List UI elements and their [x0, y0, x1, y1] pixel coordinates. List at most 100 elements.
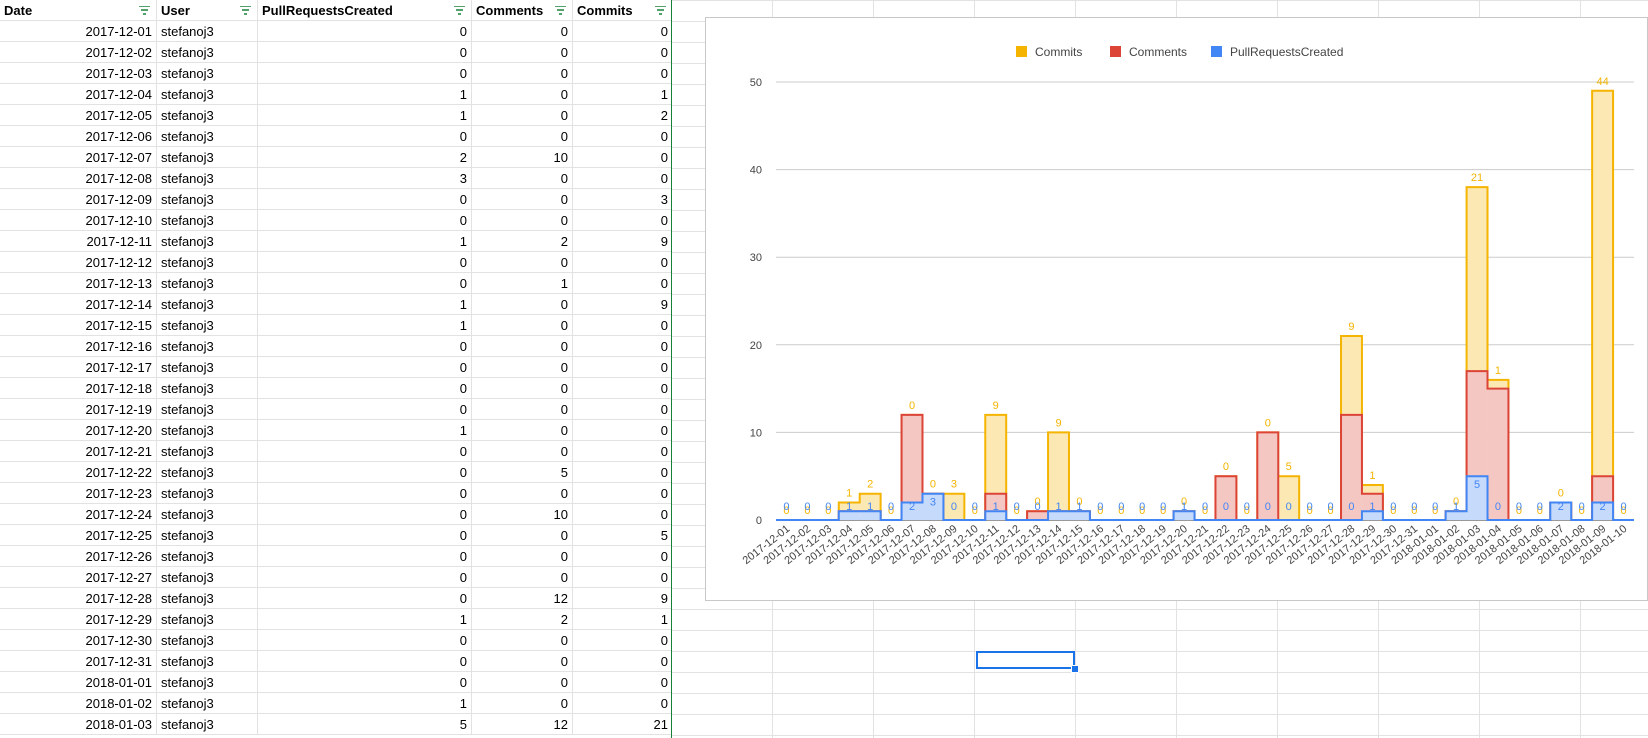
- cell-commits[interactable]: 0: [573, 315, 672, 336]
- cell-commits[interactable]: 0: [573, 210, 672, 231]
- cell-date[interactable]: 2017-12-11: [0, 231, 157, 252]
- cell-user[interactable]: stefanoj3: [157, 609, 258, 630]
- cell-user[interactable]: stefanoj3: [157, 210, 258, 231]
- cell-date[interactable]: 2017-12-01: [0, 21, 157, 42]
- cell-commits[interactable]: 0: [573, 42, 672, 63]
- cell-comments[interactable]: 0: [472, 483, 573, 504]
- cell-pull-requests[interactable]: 0: [258, 462, 472, 483]
- cell-pull-requests[interactable]: 3: [258, 168, 472, 189]
- cell-date[interactable]: 2017-12-03: [0, 63, 157, 84]
- cell-comments[interactable]: 0: [472, 546, 573, 567]
- cell-pull-requests[interactable]: 1: [258, 420, 472, 441]
- cell-comments[interactable]: 0: [472, 252, 573, 273]
- cell-user[interactable]: stefanoj3: [157, 294, 258, 315]
- cell-user[interactable]: stefanoj3: [157, 588, 258, 609]
- cell-pull-requests[interactable]: 1: [258, 693, 472, 714]
- cell-comments[interactable]: 0: [472, 357, 573, 378]
- cell-date[interactable]: 2017-12-13: [0, 273, 157, 294]
- cell-user[interactable]: stefanoj3: [157, 168, 258, 189]
- cell-pull-requests[interactable]: 5: [258, 714, 472, 735]
- cell-date[interactable]: 2017-12-31: [0, 651, 157, 672]
- cell-comments[interactable]: 0: [472, 105, 573, 126]
- cell-commits[interactable]: 9: [573, 588, 672, 609]
- column-header-date[interactable]: Date: [0, 0, 157, 21]
- cell-comments[interactable]: 0: [472, 525, 573, 546]
- cell-comments[interactable]: 0: [472, 210, 573, 231]
- cell-comments[interactable]: 0: [472, 630, 573, 651]
- cell-user[interactable]: stefanoj3: [157, 231, 258, 252]
- cell-commits[interactable]: 5: [573, 525, 672, 546]
- cell-date[interactable]: 2017-12-18: [0, 378, 157, 399]
- cell-pull-requests[interactable]: 0: [258, 42, 472, 63]
- cell-commits[interactable]: 9: [573, 231, 672, 252]
- cell-pull-requests[interactable]: 0: [258, 336, 472, 357]
- cell-date[interactable]: 2017-12-30: [0, 630, 157, 651]
- cell-date[interactable]: 2017-12-05: [0, 105, 157, 126]
- cell-user[interactable]: stefanoj3: [157, 21, 258, 42]
- cell-user[interactable]: stefanoj3: [157, 546, 258, 567]
- cell-pull-requests[interactable]: 0: [258, 483, 472, 504]
- cell-commits[interactable]: 0: [573, 462, 672, 483]
- cell-date[interactable]: 2017-12-21: [0, 441, 157, 462]
- cell-date[interactable]: 2017-12-04: [0, 84, 157, 105]
- cell-user[interactable]: stefanoj3: [157, 693, 258, 714]
- column-header-commits[interactable]: Commits: [573, 0, 672, 21]
- cell-date[interactable]: 2017-12-24: [0, 504, 157, 525]
- cell-date[interactable]: 2017-12-20: [0, 420, 157, 441]
- cell-pull-requests[interactable]: 0: [258, 378, 472, 399]
- cell-comments[interactable]: 2: [472, 231, 573, 252]
- cell-user[interactable]: stefanoj3: [157, 84, 258, 105]
- cell-user[interactable]: stefanoj3: [157, 252, 258, 273]
- cell-comments[interactable]: 10: [472, 504, 573, 525]
- cell-pull-requests[interactable]: 0: [258, 441, 472, 462]
- cell-comments[interactable]: 0: [472, 42, 573, 63]
- cell-pull-requests[interactable]: 0: [258, 672, 472, 693]
- cell-pull-requests[interactable]: 0: [258, 357, 472, 378]
- cell-comments[interactable]: 0: [472, 441, 573, 462]
- cell-pull-requests[interactable]: 0: [258, 588, 472, 609]
- cell-date[interactable]: 2017-12-22: [0, 462, 157, 483]
- cell-comments[interactable]: 0: [472, 84, 573, 105]
- cell-commits[interactable]: 0: [573, 672, 672, 693]
- cell-date[interactable]: 2017-12-09: [0, 189, 157, 210]
- cell-comments[interactable]: 12: [472, 588, 573, 609]
- cell-date[interactable]: 2017-12-12: [0, 252, 157, 273]
- cell-user[interactable]: stefanoj3: [157, 126, 258, 147]
- filter-icon[interactable]: [555, 6, 566, 15]
- cell-commits[interactable]: 0: [573, 483, 672, 504]
- selected-cell[interactable]: [976, 651, 1075, 669]
- filter-icon[interactable]: [139, 6, 150, 15]
- cell-user[interactable]: stefanoj3: [157, 63, 258, 84]
- cell-date[interactable]: 2017-12-08: [0, 168, 157, 189]
- column-header-user[interactable]: User: [157, 0, 258, 21]
- cell-user[interactable]: stefanoj3: [157, 504, 258, 525]
- cell-date[interactable]: 2017-12-26: [0, 546, 157, 567]
- cell-user[interactable]: stefanoj3: [157, 147, 258, 168]
- filter-icon[interactable]: [655, 6, 666, 15]
- cell-commits[interactable]: 1: [573, 84, 672, 105]
- column-header-comments[interactable]: Comments: [472, 0, 573, 21]
- cell-user[interactable]: stefanoj3: [157, 105, 258, 126]
- cell-commits[interactable]: 0: [573, 504, 672, 525]
- cell-date[interactable]: 2018-01-02: [0, 693, 157, 714]
- cell-commits[interactable]: 0: [573, 546, 672, 567]
- cell-date[interactable]: 2017-12-19: [0, 399, 157, 420]
- cell-commits[interactable]: 0: [573, 420, 672, 441]
- cell-commits[interactable]: 0: [573, 147, 672, 168]
- cell-user[interactable]: stefanoj3: [157, 420, 258, 441]
- column-header-pull-requests[interactable]: PullRequestsCreated: [258, 0, 472, 21]
- cell-pull-requests[interactable]: 1: [258, 105, 472, 126]
- cell-comments[interactable]: 0: [472, 189, 573, 210]
- cell-pull-requests[interactable]: 0: [258, 504, 472, 525]
- cell-pull-requests[interactable]: 0: [258, 546, 472, 567]
- filter-icon[interactable]: [454, 6, 465, 15]
- fill-handle[interactable]: [1071, 665, 1079, 673]
- cell-comments[interactable]: 0: [472, 168, 573, 189]
- cell-comments[interactable]: 0: [472, 126, 573, 147]
- cell-pull-requests[interactable]: 1: [258, 231, 472, 252]
- cell-pull-requests[interactable]: 0: [258, 525, 472, 546]
- frozen-column-divider[interactable]: [671, 0, 672, 738]
- chart-panel[interactable]: 0 10 20 30 40 50 Commits Comments PullRequestsCr…: [705, 17, 1648, 601]
- cell-pull-requests[interactable]: 0: [258, 126, 472, 147]
- cell-commits[interactable]: 0: [573, 336, 672, 357]
